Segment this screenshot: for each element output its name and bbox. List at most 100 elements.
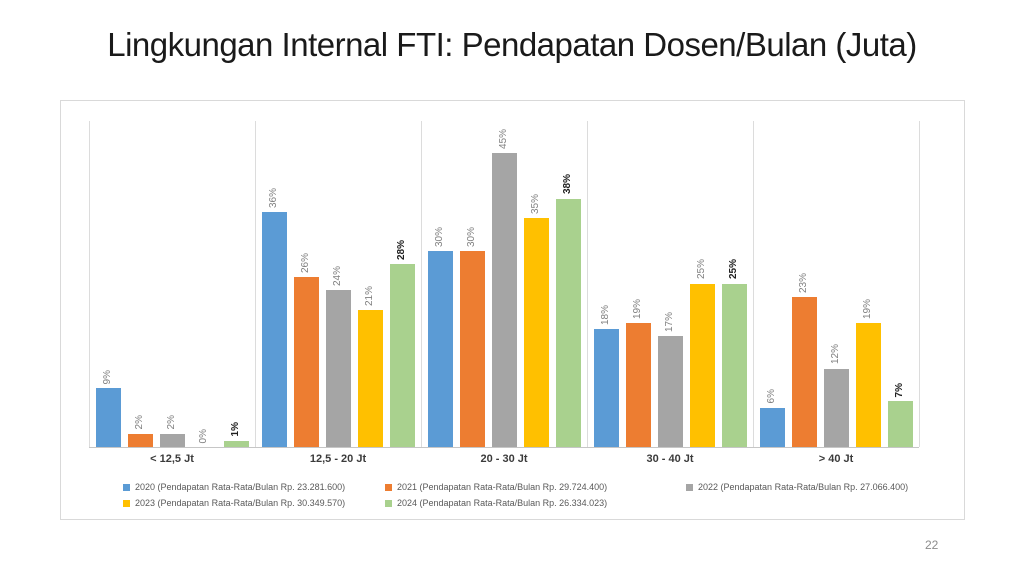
bar-cluster: 9% 2% 2% 0% 1% [89, 121, 255, 447]
bar-2023 [855, 322, 881, 447]
chart-plot-area: 9% 2% 2% 0% 1% < 12,5 Jt 36% 26% 24% 21% 28% 12,5 -… [89, 121, 920, 465]
bar-value-label: 28% [396, 239, 407, 260]
legend-swatch-icon [123, 499, 130, 507]
bar-cell-2021: 2% [127, 121, 153, 447]
category-axis-label: < 12,5 Jt [150, 453, 194, 465]
legend-label: 2021 (Pendapatan Rata-Rata/Bulan Rp. 29.… [397, 482, 608, 492]
bar-cell-2023: 21% [357, 121, 383, 447]
bar-cell-2021: 26% [293, 121, 319, 447]
bar-2022 [325, 290, 351, 447]
legend-item-2020: 2020 (Pendapatan Rata-Rata/Bulan Rp. 23.… [123, 481, 345, 493]
legend-label: 2024 (Pendapatan Rata-Rata/Bulan Rp. 26.… [397, 498, 608, 508]
category-separator-gridline [587, 121, 588, 447]
bar-value-label: 30% [466, 226, 477, 247]
category-axis-label: 12,5 - 20 Jt [309, 453, 367, 465]
bar-2021 [293, 277, 319, 447]
bar-value-label: 19% [862, 298, 873, 319]
legend-item-2023: 2023 (Pendapatan Rata-Rata/Bulan Rp. 30.… [123, 497, 345, 509]
bar-value-label: 35% [530, 194, 541, 215]
legend-swatch-icon [385, 499, 392, 507]
legend-label: 2022 (Pendapatan Rata-Rata/Bulan Rp. 27.… [698, 482, 909, 492]
bar-value-label: 26% [300, 252, 311, 273]
bar-2020 [95, 388, 121, 447]
bar-value-label: 36% [268, 187, 279, 208]
bar-cell-2024: 7% [887, 121, 913, 447]
category-group: 30% 30% 45% 35% 38% 20 - 30 Jt [421, 121, 587, 465]
slide-title: Lingkungan Internal FTI: Pendapatan Dose… [107, 26, 917, 63]
page-number: 22 [925, 538, 939, 552]
bar-value-label: 23% [798, 272, 809, 293]
legend-swatch-icon [123, 483, 130, 491]
bar-value-label: 45% [498, 128, 509, 149]
bar-2020 [427, 250, 453, 447]
bar-2024 [389, 263, 415, 447]
category-group: 6% 23% 12% 19% 7% > 40 Jt [753, 121, 919, 465]
bar-2021 [625, 322, 651, 447]
bar-cell-2021: 23% [791, 121, 817, 447]
bar-cell-2022: 45% [491, 121, 517, 447]
bar-2022 [491, 152, 517, 447]
legend-swatch-icon [686, 483, 693, 491]
bar-2024 [721, 283, 747, 447]
bar-cell-2024: 25% [721, 121, 747, 447]
bar-cell-2020: 9% [95, 121, 121, 447]
legend-label: 2020 (Pendapatan Rata-Rata/Bulan Rp. 23.… [135, 482, 346, 492]
bar-cell-2021: 30% [459, 121, 485, 447]
chart-frame: 9% 2% 2% 0% 1% < 12,5 Jt 36% 26% 24% 21% 28% 12,5 -… [60, 100, 965, 520]
bar-cell-2024: 38% [555, 121, 581, 447]
category-separator-gridline [89, 121, 90, 447]
bar-2021 [459, 250, 485, 447]
bar-cluster: 18% 19% 17% 25% 25% [587, 121, 753, 447]
bar-2024 [887, 401, 913, 447]
category-axis-label: 30 - 40 Jt [646, 453, 694, 465]
legend-label: 2023 (Pendapatan Rata-Rata/Bulan Rp. 30.… [135, 498, 346, 508]
bar-value-label: 24% [332, 265, 343, 286]
bar-cell-2020: 36% [261, 121, 287, 447]
category-group: 18% 19% 17% 25% 25% 30 - 40 Jt [587, 121, 753, 465]
bar-2021 [127, 433, 153, 447]
bar-value-label: 25% [696, 259, 707, 280]
bar-value-label: 17% [664, 311, 675, 332]
bar-value-label: 9% [102, 369, 113, 385]
bar-cell-2022: 12% [823, 121, 849, 447]
category-group: 36% 26% 24% 21% 28% 12,5 - 20 Jt [255, 121, 421, 465]
bar-value-label: 30% [434, 226, 445, 247]
category-axis-label: > 40 Jt [818, 453, 854, 465]
bar-cluster: 30% 30% 45% 35% 38% [421, 121, 587, 447]
bar-value-label: 2% [166, 415, 177, 430]
bar-2020 [261, 211, 287, 447]
bar-2023 [523, 218, 549, 447]
bar-cluster: 36% 26% 24% 21% 28% [255, 121, 421, 447]
bar-2021 [791, 296, 817, 447]
bar-cluster: 6% 23% 12% 19% 7% [753, 121, 919, 447]
bar-2020 [759, 407, 785, 447]
bar-cell-2022: 24% [325, 121, 351, 447]
category-separator-gridline [421, 121, 422, 447]
bar-value-label: 6% [766, 389, 777, 404]
bar-cell-2024: 28% [389, 121, 415, 447]
bar-2022 [823, 368, 849, 447]
bar-cell-2020: 18% [593, 121, 619, 447]
legend-item-2021: 2021 (Pendapatan Rata-Rata/Bulan Rp. 29.… [385, 481, 607, 493]
bar-cell-2024: 1% [223, 121, 249, 447]
bar-value-label: 21% [364, 285, 375, 306]
bar-value-label: 12% [830, 344, 841, 365]
category-axis-label: 20 - 30 Jt [480, 453, 528, 465]
bar-value-label: 18% [600, 305, 611, 326]
bar-cell-2022: 2% [159, 121, 185, 447]
bar-value-label: 38% [562, 174, 573, 195]
bar-cell-2020: 6% [759, 121, 785, 447]
category-separator-gridline [919, 121, 920, 447]
bar-cell-2020: 30% [427, 121, 453, 447]
bar-cell-2022: 17% [657, 121, 683, 447]
bar-cell-2023: 25% [689, 121, 715, 447]
bar-value-label: 2% [134, 415, 145, 430]
bar-cell-2023: 0% [192, 121, 217, 447]
bar-value-label: 1% [230, 422, 241, 437]
legend-item-2022: 2022 (Pendapatan Rata-Rata/Bulan Rp. 27.… [686, 481, 908, 493]
bar-cell-2023: 35% [523, 121, 549, 447]
bar-value-label: 25% [728, 259, 739, 280]
bar-value-label: 0% [198, 428, 209, 443]
bar-2023 [357, 309, 383, 447]
bar-2023 [689, 283, 715, 447]
